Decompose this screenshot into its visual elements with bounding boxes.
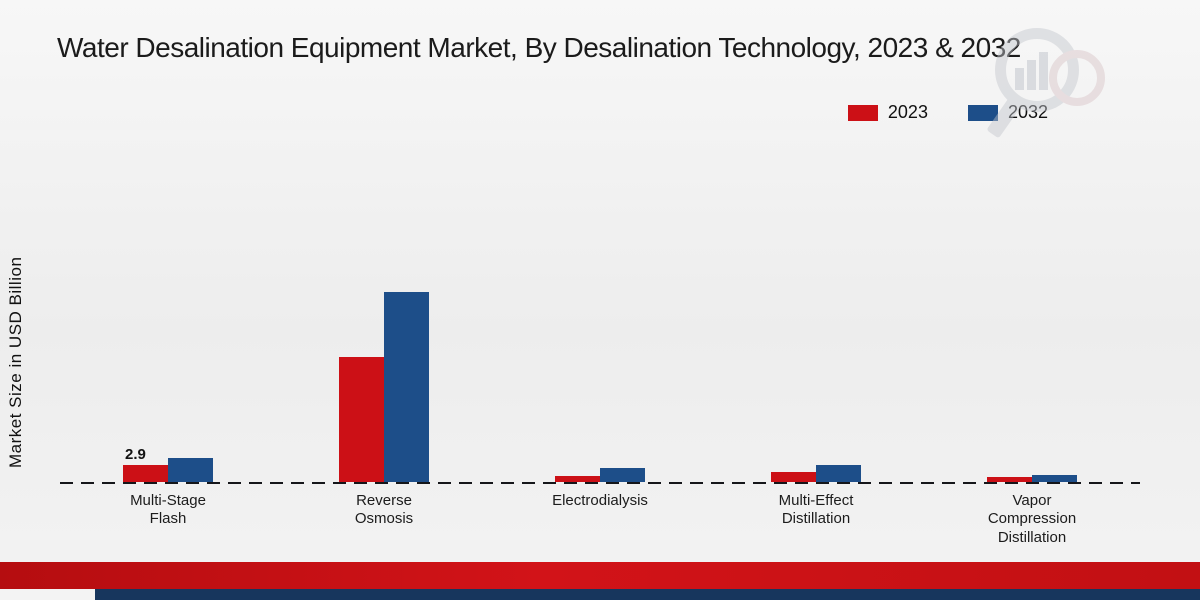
bar-2032-multi-stage-flash [168, 457, 213, 482]
watermark-bar-icon [1015, 68, 1024, 90]
category-label-3: Electrodialysis [552, 492, 648, 509]
bar-2023-vapor-compression-distillation [987, 477, 1032, 482]
magnifier-handle-icon [986, 95, 1023, 139]
bar-group-4 [708, 464, 924, 482]
legend-swatch-2023 [847, 104, 878, 121]
bar-2032-electrodialysis [600, 467, 645, 482]
secondary-ring-icon [1049, 50, 1105, 106]
bar-2023-multi-stage-flash: 2.9 [123, 446, 168, 482]
category-label-5: Vapor Compression Distillation [987, 492, 1077, 546]
category-labels: Multi-Stage Flash Reverse Osmosis Electrodia… [60, 492, 1140, 547]
legend-label-2023: 2023 [887, 102, 928, 122]
bar-group-5 [924, 474, 1140, 482]
bar-value-label: 2.9 [125, 445, 146, 463]
bar-2023-multi-effect-distillation [771, 472, 816, 482]
plot-area: 2.9 [60, 270, 1140, 484]
legend-swatch-2032 [967, 104, 998, 121]
chart-title: Water Desalination Equipment Market, By … [57, 32, 1021, 63]
bar-2023-electrodialysis [555, 475, 600, 482]
bar-2023-reverse-osmosis [339, 357, 384, 482]
watermark-bar-icon [1039, 52, 1048, 90]
bar-group-1: 2.9 [60, 446, 276, 482]
brand-watermark [975, 22, 1105, 142]
bar-group-3 [492, 467, 708, 482]
footer-stripe-red [0, 562, 1200, 589]
y-axis-label: Market Size in USD Billion [6, 256, 25, 469]
category-label-2: Reverse Osmosis [354, 492, 414, 528]
bar-2032-reverse-osmosis [384, 292, 429, 482]
bar-group-2 [276, 292, 492, 482]
category-label-1: Multi-Stage Flash [130, 492, 206, 528]
bar-chart: 2.9 Multi-Stage Flash Reverse Osmosis Electr… [60, 270, 1140, 547]
legend-item-2023: 2023 [847, 102, 928, 123]
category-label-4: Multi-Effect Distillation [778, 492, 854, 528]
watermark-bar-icon [1027, 60, 1036, 90]
footer-stripe-navy [95, 589, 1200, 600]
bar-2032-vapor-compression-distillation [1032, 474, 1077, 482]
bar-2032-multi-effect-distillation [816, 464, 861, 482]
